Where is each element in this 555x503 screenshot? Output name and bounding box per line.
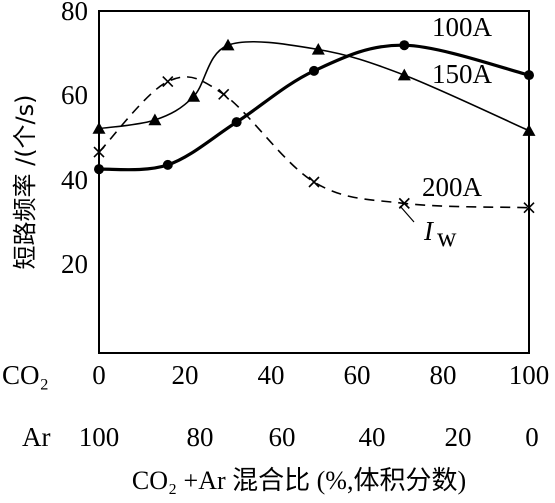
data-point-150a-1: [148, 113, 162, 126]
data-point-100a-4: [399, 40, 410, 51]
data-point-200a-4: [398, 197, 410, 209]
y-tick-label-40: 40: [61, 165, 88, 195]
data-point-100a-3: [309, 65, 319, 76]
series-label-iw: I: [423, 216, 435, 246]
x-axis-label: CO₂ +Ar 混合比 (%,体积分数): [132, 466, 466, 495]
x-tick-ar-80: 80: [187, 422, 214, 452]
y-tick-label-80: 80: [61, 0, 88, 26]
data-point-150a-5: [397, 68, 411, 81]
x-row-ar-name: Ar: [22, 422, 51, 452]
data-point-200a-1: [162, 75, 174, 88]
data-point-200a-2: [218, 88, 230, 100]
series-label-iw-sub: w: [437, 222, 457, 252]
series-line-200a: [98, 76, 530, 209]
series-label-100A: 100A: [432, 12, 493, 42]
x-tick-ar-40: 40: [359, 422, 386, 452]
iw-leader-line: [399, 205, 415, 223]
x-tick-co2-20: 20: [172, 360, 199, 390]
x-tick-co2-100: 100: [509, 360, 550, 390]
x-tick-co2-40: 40: [258, 360, 285, 390]
data-point-150a-4: [311, 42, 325, 55]
x-row-co2-name: CO₂: [2, 360, 49, 390]
x-tick-co2-0: 0: [92, 360, 106, 390]
data-point-100a-1: [162, 159, 173, 170]
x-tick-ar-0: 0: [525, 422, 539, 452]
x-tick-ar-60: 60: [269, 422, 296, 452]
x-tick-co2-80: 80: [430, 360, 457, 390]
data-point-150a-2: [187, 90, 201, 102]
series-label-200A: 200A: [422, 172, 483, 202]
data-point-200a-3: [308, 176, 320, 188]
data-point-200a-0: [93, 146, 105, 158]
data-point-100a-5: [524, 70, 534, 81]
series-layer: [92, 38, 536, 214]
x-tick-ar-20: 20: [445, 422, 472, 452]
data-point-100a-2: [231, 117, 242, 128]
series-label-150A: 150A: [432, 59, 493, 89]
x-tick-ar-100: 100: [79, 422, 120, 452]
data-point-150a-0: [92, 122, 106, 134]
data-point-100a-0: [94, 164, 104, 175]
y-tick-label-20: 20: [61, 249, 88, 279]
data-point-150a-6: [522, 124, 536, 136]
plot-frame: [98, 10, 530, 354]
y-axis-label: 短路频率 /(个/s): [11, 94, 39, 269]
x-tick-co2-60: 60: [344, 360, 371, 390]
data-point-150a-3: [221, 38, 235, 51]
y-tick-label-60: 60: [61, 80, 88, 110]
data-point-200a-5: [523, 202, 535, 214]
